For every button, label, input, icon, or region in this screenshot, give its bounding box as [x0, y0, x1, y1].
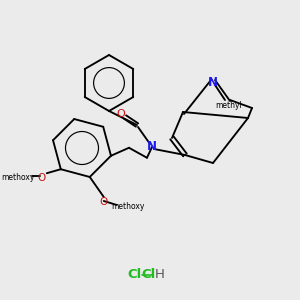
Text: N: N	[147, 140, 157, 154]
Text: N: N	[208, 76, 218, 88]
Text: H: H	[155, 268, 165, 281]
Text: O: O	[100, 197, 108, 207]
Text: methoxy: methoxy	[111, 202, 145, 211]
Text: methoxy: methoxy	[1, 173, 34, 182]
Text: O: O	[38, 173, 46, 183]
Text: methyl: methyl	[216, 100, 242, 109]
Text: Cl: Cl	[141, 268, 155, 281]
Text: O: O	[117, 109, 125, 119]
Text: Cl: Cl	[127, 268, 141, 281]
